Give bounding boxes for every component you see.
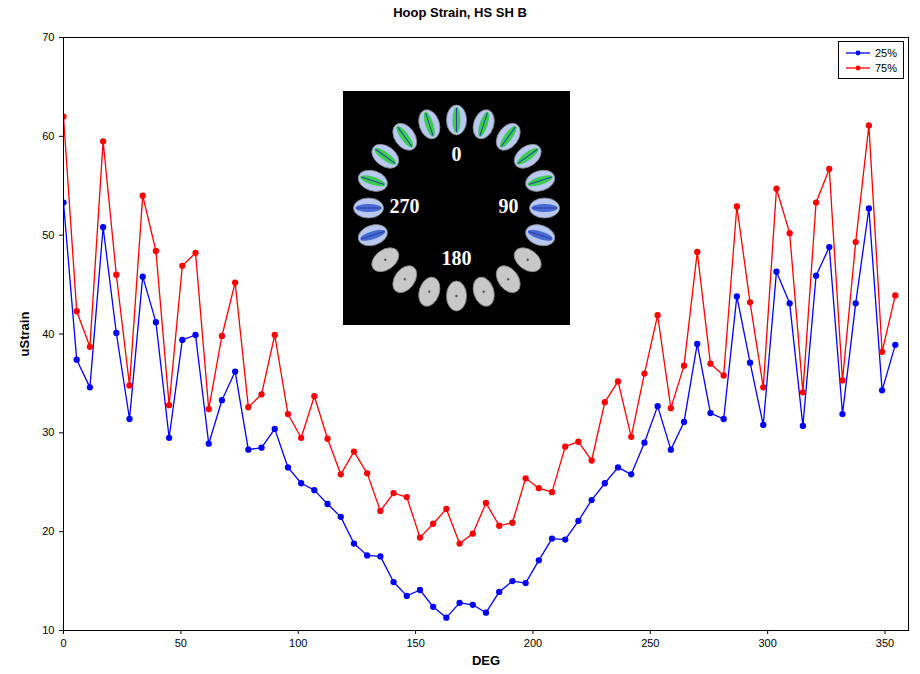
svg-text:uStrain: uStrain: [17, 312, 32, 357]
html-text:Hoop Strain, HS SH B: Hoop Strain, HS SH B: [393, 5, 527, 20]
html-text:75%: 75%: [875, 61, 897, 74]
svg-text:180: 180: [442, 247, 472, 269]
svg-text:10: 10: [42, 624, 54, 636]
svg-text:60: 60: [42, 130, 54, 142]
svg-text:50: 50: [42, 229, 54, 241]
svg-text:40: 40: [42, 328, 54, 340]
svg-text:20: 20: [42, 525, 54, 537]
svg-text:DEG: DEG: [472, 653, 500, 668]
svg-text:90: 90: [499, 195, 519, 217]
svg-text:0: 0: [60, 637, 66, 649]
svg-text:250: 250: [641, 637, 659, 649]
svg-text:200: 200: [524, 637, 542, 649]
svg-text:350: 350: [876, 637, 894, 649]
svg-text:50: 50: [175, 637, 187, 649]
svg-text:0: 0: [452, 143, 462, 165]
svg-text:270: 270: [390, 195, 420, 217]
svg-text:30: 30: [42, 426, 54, 438]
svg-text:300: 300: [758, 637, 776, 649]
html-text:25%: 25%: [875, 46, 897, 59]
svg-text:70: 70: [42, 31, 54, 43]
svg-text:100: 100: [289, 637, 307, 649]
svg-text:150: 150: [406, 637, 424, 649]
